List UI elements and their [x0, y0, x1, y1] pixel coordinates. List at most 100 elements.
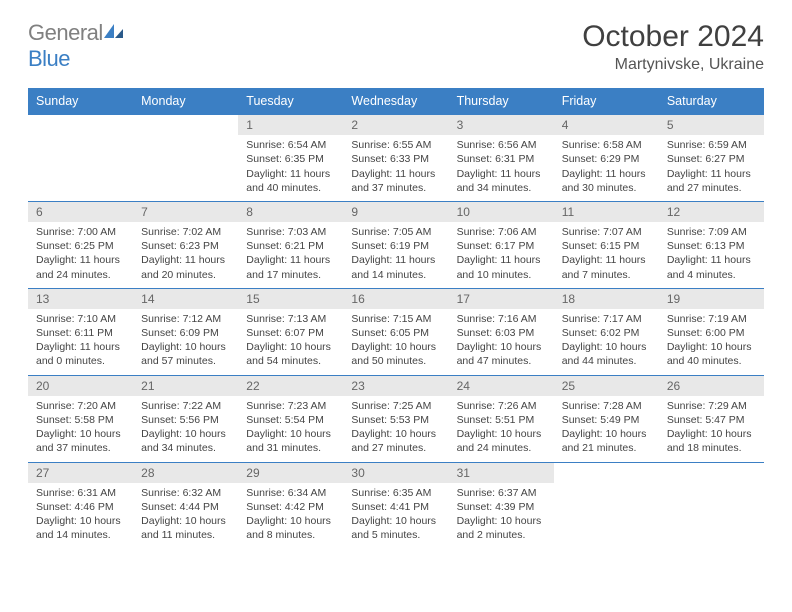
day-line-ss: Sunset: 5:51 PM [457, 413, 546, 427]
day-line-sr: Sunrise: 7:16 AM [457, 312, 546, 326]
day-line-dl2: and 47 minutes. [457, 354, 546, 368]
day-cell: 19Sunrise: 7:19 AMSunset: 6:00 PMDayligh… [659, 289, 764, 375]
day-line-sr: Sunrise: 6:54 AM [246, 138, 335, 152]
day-number: 30 [343, 463, 448, 483]
day-line-dl2: and 37 minutes. [36, 441, 125, 455]
day-line-ss: Sunset: 4:44 PM [141, 500, 230, 514]
day-line-sr: Sunrise: 7:26 AM [457, 399, 546, 413]
day-number: 11 [554, 202, 659, 222]
day-body: Sunrise: 6:59 AMSunset: 6:27 PMDaylight:… [659, 135, 764, 201]
day-body: Sunrise: 6:34 AMSunset: 4:42 PMDaylight:… [238, 483, 343, 549]
day-number: 3 [449, 115, 554, 135]
day-line-dl2: and 40 minutes. [667, 354, 756, 368]
day-line-dl2: and 31 minutes. [246, 441, 335, 455]
day-line-dl1: Daylight: 10 hours [36, 514, 125, 528]
day-line-dl1: Daylight: 11 hours [246, 253, 335, 267]
day-cell: 30Sunrise: 6:35 AMSunset: 4:41 PMDayligh… [343, 463, 448, 549]
day-body: Sunrise: 7:25 AMSunset: 5:53 PMDaylight:… [343, 396, 448, 462]
day-body: Sunrise: 7:17 AMSunset: 6:02 PMDaylight:… [554, 309, 659, 375]
logo-sail-icon [103, 20, 125, 46]
day-body: Sunrise: 6:37 AMSunset: 4:39 PMDaylight:… [449, 483, 554, 549]
day-line-sr: Sunrise: 7:28 AM [562, 399, 651, 413]
day-number [133, 115, 238, 135]
day-line-dl1: Daylight: 10 hours [36, 427, 125, 441]
day-cell: 13Sunrise: 7:10 AMSunset: 6:11 PMDayligh… [28, 289, 133, 375]
day-line-dl2: and 8 minutes. [246, 528, 335, 542]
day-number: 18 [554, 289, 659, 309]
day-line-sr: Sunrise: 7:19 AM [667, 312, 756, 326]
week-row: 1 Sunrise: 6:54 AMSunset: 6:35 PM Daylight… [28, 114, 764, 201]
day-number: 13 [28, 289, 133, 309]
day-line-dl2: and 37 minutes. [351, 181, 440, 195]
day-line-ss: Sunset: 6:17 PM [457, 239, 546, 253]
day-line-ss: Sunset: 6:05 PM [351, 326, 440, 340]
day-line-ss: Sunset: 6:15 PM [562, 239, 651, 253]
day-line-ss: Sunset: 6:03 PM [457, 326, 546, 340]
day-body: Sunrise: 7:05 AMSunset: 6:19 PMDaylight:… [343, 222, 448, 288]
day-cell: 3Sunrise: 6:56 AMSunset: 6:31 PMDaylight… [449, 115, 554, 201]
day-line-sr: Sunrise: 7:23 AM [246, 399, 335, 413]
day-body: Sunrise: 7:06 AMSunset: 6:17 PMDaylight:… [449, 222, 554, 288]
logo-text-part2: Blue [28, 46, 70, 71]
day-line-ss: Sunset: 6:13 PM [667, 239, 756, 253]
day-body: Sunrise: 6:55 AMSunset: 6:33 PMDaylight:… [343, 135, 448, 201]
day-line-ss: Sunset: 5:53 PM [351, 413, 440, 427]
day-line-sr: Sunrise: 6:55 AM [351, 138, 440, 152]
day-body: Sunrise: 7:16 AMSunset: 6:03 PMDaylight:… [449, 309, 554, 375]
day-line-sr: Sunrise: 7:13 AM [246, 312, 335, 326]
logo: General Blue [28, 20, 125, 72]
weeks-container: 1 Sunrise: 6:54 AMSunset: 6:35 PM Daylight… [28, 114, 764, 548]
day-line-sr: Sunrise: 6:31 AM [36, 486, 125, 500]
day-number: 6 [28, 202, 133, 222]
day-line-dl2: and 2 minutes. [457, 528, 546, 542]
title-block: October 2024 Martynivske, Ukraine [582, 20, 764, 74]
day-body: Sunrise: 7:09 AMSunset: 6:13 PMDaylight:… [659, 222, 764, 288]
day-number: 2 [343, 115, 448, 135]
day-line-dl1: Daylight: 11 hours [457, 167, 546, 181]
day-cell: 9Sunrise: 7:05 AMSunset: 6:19 PMDaylight… [343, 202, 448, 288]
day-number: 1 [238, 115, 343, 135]
day-cell: 23Sunrise: 7:25 AMSunset: 5:53 PMDayligh… [343, 376, 448, 462]
day-line-dl1: Daylight: 10 hours [562, 427, 651, 441]
day-line-dl2: and 24 minutes. [457, 441, 546, 455]
day-header: Monday [133, 88, 238, 114]
day-line-dl1: Daylight: 10 hours [457, 427, 546, 441]
day-line-sr: Sunrise: 6:35 AM [351, 486, 440, 500]
day-line-sr: Sunrise: 7:22 AM [141, 399, 230, 413]
day-body: Sunrise: 6:35 AMSunset: 4:41 PMDaylight:… [343, 483, 448, 549]
day-body: Sunrise: 7:28 AMSunset: 5:49 PMDaylight:… [554, 396, 659, 462]
day-line-dl1: Daylight: 11 hours [36, 253, 125, 267]
day-body: Sunrise: 7:29 AMSunset: 5:47 PMDaylight:… [659, 396, 764, 462]
day-number: 25 [554, 376, 659, 396]
day-line-ss: Sunset: 6:25 PM [36, 239, 125, 253]
day-cell: 7Sunrise: 7:02 AMSunset: 6:23 PMDaylight… [133, 202, 238, 288]
day-number: 21 [133, 376, 238, 396]
logo-text-part1: General [28, 20, 103, 45]
day-line-dl1: Daylight: 10 hours [141, 340, 230, 354]
day-line-ss: Sunset: 6:35 PM [246, 152, 335, 166]
day-body: Sunrise: 7:23 AMSunset: 5:54 PMDaylight:… [238, 396, 343, 462]
day-header: Tuesday [238, 88, 343, 114]
day-line-dl2: and 27 minutes. [667, 181, 756, 195]
day-line-ss: Sunset: 6:27 PM [667, 152, 756, 166]
day-line-sr: Sunrise: 7:25 AM [351, 399, 440, 413]
day-line-dl2: and 24 minutes. [36, 268, 125, 282]
day-line-sr: Sunrise: 6:34 AM [246, 486, 335, 500]
day-number: 9 [343, 202, 448, 222]
day-line-sr: Sunrise: 6:32 AM [141, 486, 230, 500]
day-number: 27 [28, 463, 133, 483]
day-headers-row: SundayMondayTuesdayWednesdayThursdayFrid… [28, 88, 764, 114]
day-body: Sunrise: 6:58 AMSunset: 6:29 PMDaylight:… [554, 135, 659, 201]
day-cell: 31Sunrise: 6:37 AMSunset: 4:39 PMDayligh… [449, 463, 554, 549]
day-body: Sunrise: 7:15 AMSunset: 6:05 PMDaylight:… [343, 309, 448, 375]
day-number: 19 [659, 289, 764, 309]
day-number: 31 [449, 463, 554, 483]
day-line-dl2: and 11 minutes. [141, 528, 230, 542]
day-body: Sunrise: 7:22 AMSunset: 5:56 PMDaylight:… [133, 396, 238, 462]
day-line-dl1: Daylight: 10 hours [246, 427, 335, 441]
day-line-dl1: Daylight: 11 hours [667, 167, 756, 181]
day-line-ss: Sunset: 6:07 PM [246, 326, 335, 340]
month-title: October 2024 [582, 20, 764, 54]
day-body: Sunrise: 7:00 AMSunset: 6:25 PMDaylight:… [28, 222, 133, 288]
day-line-dl1: Daylight: 11 hours [351, 253, 440, 267]
